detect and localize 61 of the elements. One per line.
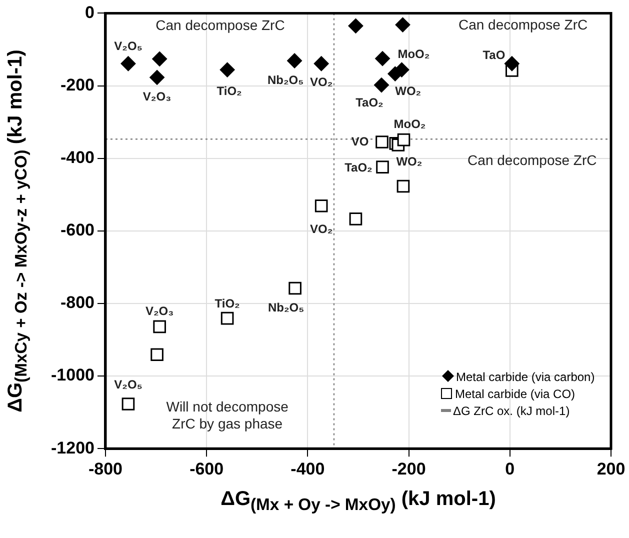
point: [288, 282, 302, 295]
annotation: TaO₂: [356, 95, 384, 110]
annotation: WO₂: [396, 154, 422, 169]
point: [314, 199, 328, 212]
annotation: Can decompose ZrC: [468, 152, 597, 168]
annotation: Can decompose ZrC: [156, 17, 285, 34]
y-tick-label: -1000: [50, 366, 94, 385]
legend-label: ΔG ZrC ox. (kJ mol-1): [452, 402, 571, 420]
point: [374, 78, 389, 93]
x-tick-label: -200: [392, 459, 426, 478]
point: [152, 51, 168, 66]
point: [348, 18, 364, 34]
annotation: V₂O₅: [114, 377, 142, 392]
point: [504, 56, 520, 72]
point: [150, 70, 165, 85]
x-tick-label: 200: [596, 459, 626, 478]
point: [349, 212, 362, 226]
annotation: Nb₂O₅: [268, 300, 304, 315]
point: [376, 136, 388, 148]
point: [220, 312, 234, 325]
annotation: MoO₂: [398, 47, 430, 62]
x-tick-label: -600: [190, 459, 224, 478]
y-tick-label: 0: [85, 2, 94, 22]
annotation: MoO₂: [394, 117, 426, 132]
annotation: Nb₂O₅: [267, 73, 304, 88]
annotation: Can decompose ZrC: [458, 16, 588, 32]
point: [150, 348, 164, 362]
annotation: TiO₂: [216, 84, 242, 98]
annotation: WO₂: [395, 84, 422, 98]
annotation: TaO₂: [344, 160, 372, 174]
point: [120, 56, 136, 72]
legend-label: Metal carbide (via CO): [454, 386, 576, 403]
point: [375, 51, 390, 66]
y-tick-label: -400: [60, 148, 94, 168]
point: [220, 62, 235, 78]
y-tick-label: -1200: [50, 438, 94, 458]
y-tick-label: -800: [60, 293, 94, 312]
x-tick-label: 0: [505, 459, 515, 478]
annotation: V₂O₅: [114, 38, 142, 53]
point: [122, 398, 135, 410]
point: [397, 133, 410, 146]
annotation: V₂O₃: [145, 304, 174, 318]
x-tick-label: -800: [88, 459, 122, 478]
point: [314, 56, 329, 72]
point: [153, 320, 166, 334]
annotation: VO: [351, 134, 369, 148]
point: [376, 160, 389, 174]
annotation: V₂O₃: [142, 90, 172, 104]
point: [395, 17, 410, 32]
y-tick-label: -600: [60, 220, 94, 240]
x-axis-title: ΔG$_{(Mx + Oy -> MxOy)}$ (kJ mol-1): [220, 488, 497, 515]
legend-label: Metal carbide (via carbon): [455, 368, 595, 386]
annotation: TiO₂: [214, 296, 240, 311]
x-tick-label: -400: [290, 459, 325, 478]
point: [396, 180, 410, 193]
annotation: Will not decompose ZrC by gas phase: [166, 398, 289, 432]
annotation: TaO: [482, 48, 506, 62]
annotation: VO₂: [310, 222, 333, 236]
y-tick-label: -200: [60, 75, 94, 94]
annotation: VO₂: [310, 74, 333, 89]
point: [287, 53, 302, 68]
